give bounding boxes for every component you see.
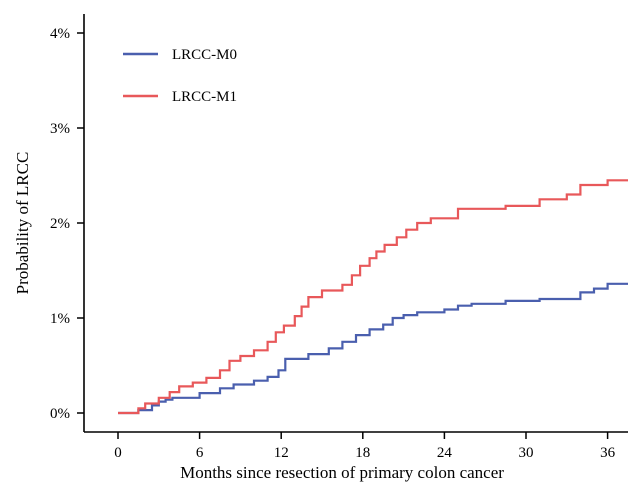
x-tick-label: 6 (196, 445, 204, 461)
x-tick-label: 24 (437, 445, 453, 461)
legend: LRCC-M0 LRCC-M1 (123, 47, 237, 105)
x-tick-label: 12 (274, 445, 289, 461)
x-tick-label: 30 (519, 445, 534, 461)
x-ticks: 0 6 12 18 24 30 36 (114, 432, 616, 461)
series-layer (118, 179, 628, 415)
legend-label-lrcc-m1: LRCC-M1 (172, 89, 237, 105)
series-line-lrcc-m0 (118, 282, 628, 415)
x-tick-label: 0 (114, 445, 122, 461)
y-tick-label: 0% (50, 406, 70, 422)
y-tick-label: 1% (50, 311, 70, 327)
x-axis-title: Months since resection of primary colon … (180, 463, 504, 482)
plot-area: 0 6 12 18 24 30 36 0% 1% 2% 3% 4% (50, 14, 628, 461)
y-ticks: 0% 1% 2% 3% 4% (50, 26, 84, 422)
y-tick-label: 2% (50, 216, 70, 232)
x-tick-label: 18 (355, 445, 370, 461)
x-tick-label: 36 (600, 445, 616, 461)
y-tick-label: 3% (50, 121, 70, 137)
y-tick-label: 4% (50, 26, 70, 42)
y-axis-title: Probability of LRCC (13, 152, 32, 295)
legend-label-lrcc-m0: LRCC-M0 (172, 47, 237, 63)
series-line-lrcc-m1 (118, 179, 628, 415)
